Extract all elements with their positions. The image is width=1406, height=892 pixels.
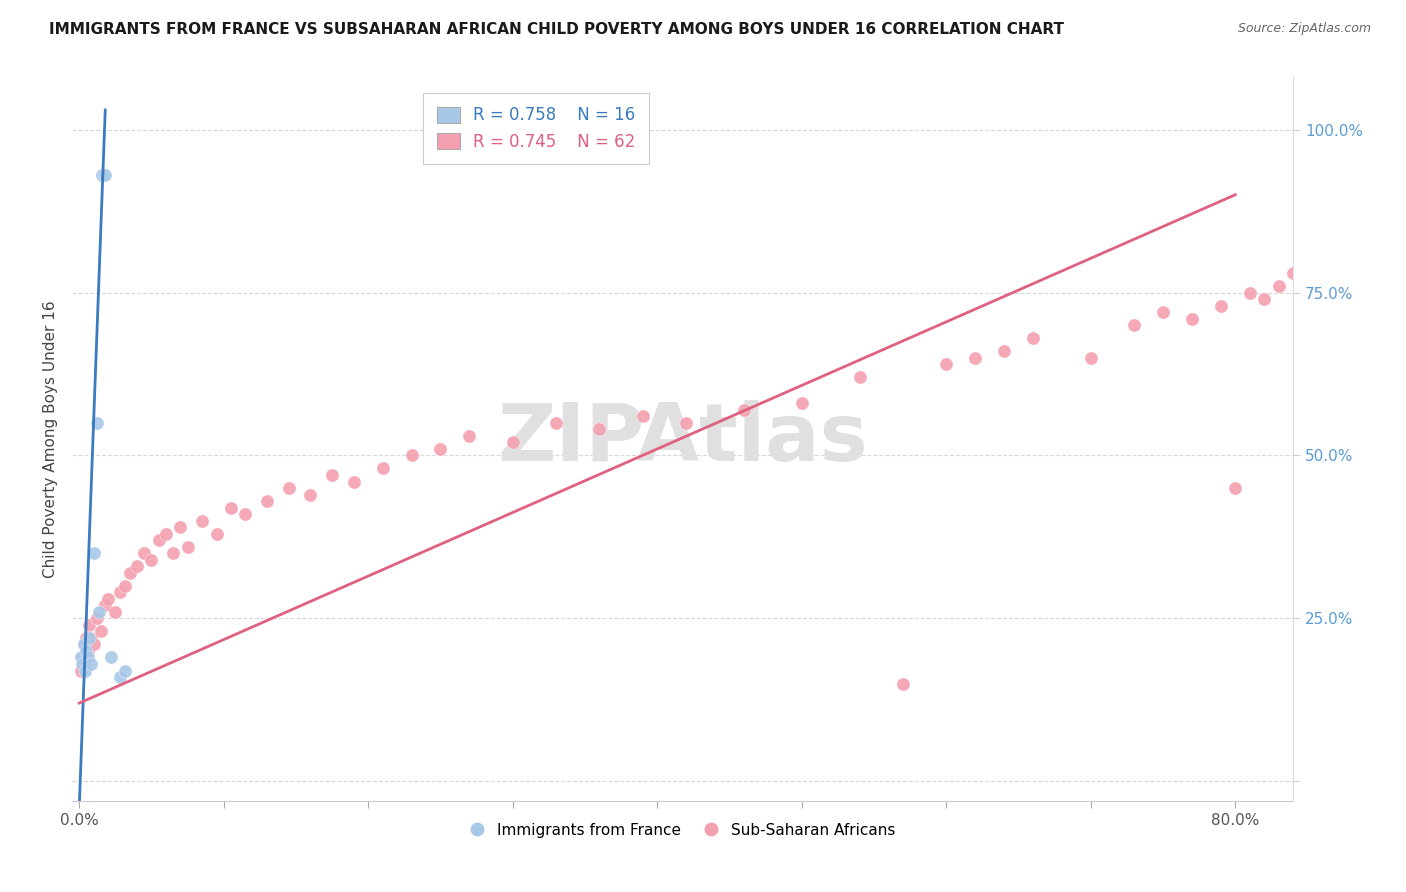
Point xyxy=(86,611,108,625)
Point xyxy=(1209,299,1232,313)
Point xyxy=(401,449,423,463)
Point xyxy=(891,676,914,690)
Point xyxy=(100,650,122,665)
Point xyxy=(69,664,91,678)
Point xyxy=(1123,318,1146,332)
Point xyxy=(169,520,191,534)
Point xyxy=(588,422,610,436)
Point xyxy=(675,416,697,430)
Point xyxy=(86,416,108,430)
Point xyxy=(1152,305,1174,319)
Point xyxy=(72,637,94,651)
Point xyxy=(125,559,148,574)
Point xyxy=(83,546,105,560)
Text: ZIPAtlas: ZIPAtlas xyxy=(498,401,868,478)
Point xyxy=(235,507,257,521)
Point xyxy=(631,409,654,424)
Point xyxy=(1253,292,1275,306)
Point xyxy=(1225,481,1247,495)
Point xyxy=(1181,311,1204,326)
Point xyxy=(77,650,100,665)
Y-axis label: Child Poverty Among Boys Under 16: Child Poverty Among Boys Under 16 xyxy=(44,301,58,578)
Point xyxy=(75,644,97,658)
Point xyxy=(993,344,1015,359)
Point xyxy=(73,664,96,678)
Point xyxy=(108,585,131,599)
Point xyxy=(935,357,957,371)
Point xyxy=(91,168,114,182)
Text: IMMIGRANTS FROM FRANCE VS SUBSAHARAN AFRICAN CHILD POVERTY AMONG BOYS UNDER 16 C: IMMIGRANTS FROM FRANCE VS SUBSAHARAN AFR… xyxy=(49,22,1064,37)
Point xyxy=(1022,331,1045,345)
Point xyxy=(73,657,96,671)
Point xyxy=(141,553,163,567)
Point xyxy=(1080,351,1102,365)
Point xyxy=(104,605,127,619)
Point xyxy=(343,475,366,489)
Point xyxy=(371,461,394,475)
Point xyxy=(790,396,813,410)
Point xyxy=(72,637,94,651)
Point xyxy=(1267,279,1289,293)
Point xyxy=(176,540,198,554)
Text: Source: ZipAtlas.com: Source: ZipAtlas.com xyxy=(1237,22,1371,36)
Point xyxy=(114,664,136,678)
Point xyxy=(90,624,112,639)
Point xyxy=(848,370,870,384)
Point xyxy=(70,657,93,671)
Point xyxy=(299,487,322,501)
Point xyxy=(89,605,111,619)
Point xyxy=(155,526,177,541)
Point xyxy=(134,546,156,560)
Point xyxy=(80,631,103,645)
Legend: Immigrants from France, Sub-Saharan Africans: Immigrants from France, Sub-Saharan Afri… xyxy=(464,817,901,844)
Point xyxy=(321,468,343,483)
Point xyxy=(77,644,100,658)
Point xyxy=(219,500,242,515)
Point xyxy=(108,670,131,684)
Point xyxy=(205,526,228,541)
Point xyxy=(546,416,568,430)
Point xyxy=(94,168,117,182)
Point xyxy=(965,351,987,365)
Point xyxy=(733,402,755,417)
Point xyxy=(80,657,103,671)
Point xyxy=(70,650,93,665)
Point xyxy=(114,579,136,593)
Point xyxy=(83,637,105,651)
Point xyxy=(69,650,91,665)
Point xyxy=(75,631,97,645)
Point xyxy=(256,494,278,508)
Point xyxy=(1296,227,1319,241)
Point xyxy=(79,631,101,645)
Point xyxy=(97,591,120,606)
Point xyxy=(1239,285,1261,300)
Point xyxy=(458,429,481,443)
Point xyxy=(191,514,214,528)
Point xyxy=(502,435,524,450)
Point xyxy=(79,618,101,632)
Point xyxy=(429,442,451,456)
Point xyxy=(94,599,117,613)
Point xyxy=(162,546,184,560)
Point xyxy=(1282,266,1305,280)
Point xyxy=(148,533,170,548)
Point xyxy=(277,481,299,495)
Point xyxy=(118,566,141,580)
